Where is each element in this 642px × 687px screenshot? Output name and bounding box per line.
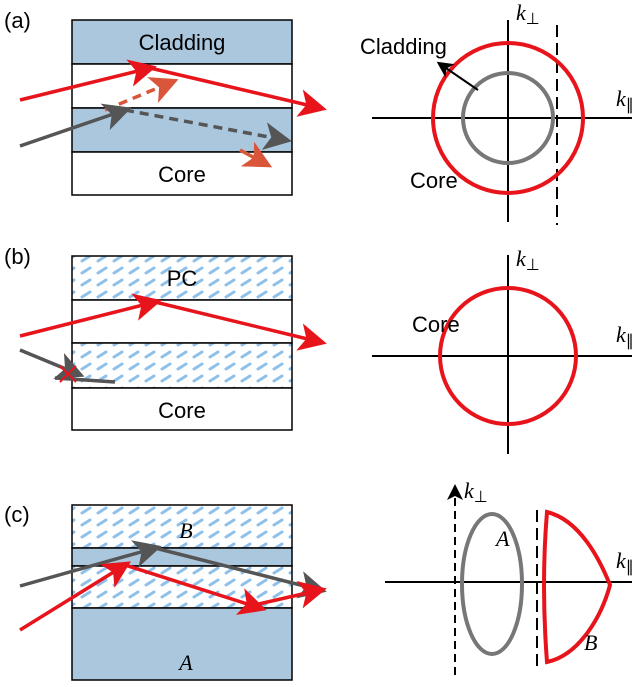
annotation: Cladding [360,34,447,59]
annotation: A [494,526,510,551]
layer-label: Core [158,162,206,187]
k-perp: k⊥ [464,478,488,506]
a-contour [462,514,522,654]
figure: (a) Cladding Core k⊥ k∥ Cladding Core (b… [0,0,642,687]
k-perp: k⊥ [516,246,540,274]
annotation: Core [412,312,460,337]
layer-label: A [177,650,193,675]
k-par: k∥ [616,86,634,114]
panel-a: (a) Cladding Core k⊥ k∥ Cladding Core [4,0,634,225]
panel-b: (b) PC Core k⊥ k∥ Core [4,244,634,454]
k-perp: k⊥ [516,0,540,28]
layer-label: B [179,518,192,543]
panel-label: (c) [4,502,30,527]
layer-label: Core [158,398,206,423]
k-par: k∥ [616,548,634,576]
panel-label: (a) [4,8,31,33]
k-par: k∥ [616,322,634,350]
annotation: Core [410,168,458,193]
annotation: B [584,630,597,655]
layer-label: PC [167,266,198,291]
layer-label: Cladding [139,30,226,55]
panel-label: (b) [4,244,31,269]
panel-c: (c) B A k⊥ k∥ A B [4,478,634,680]
b-contour [544,512,610,662]
